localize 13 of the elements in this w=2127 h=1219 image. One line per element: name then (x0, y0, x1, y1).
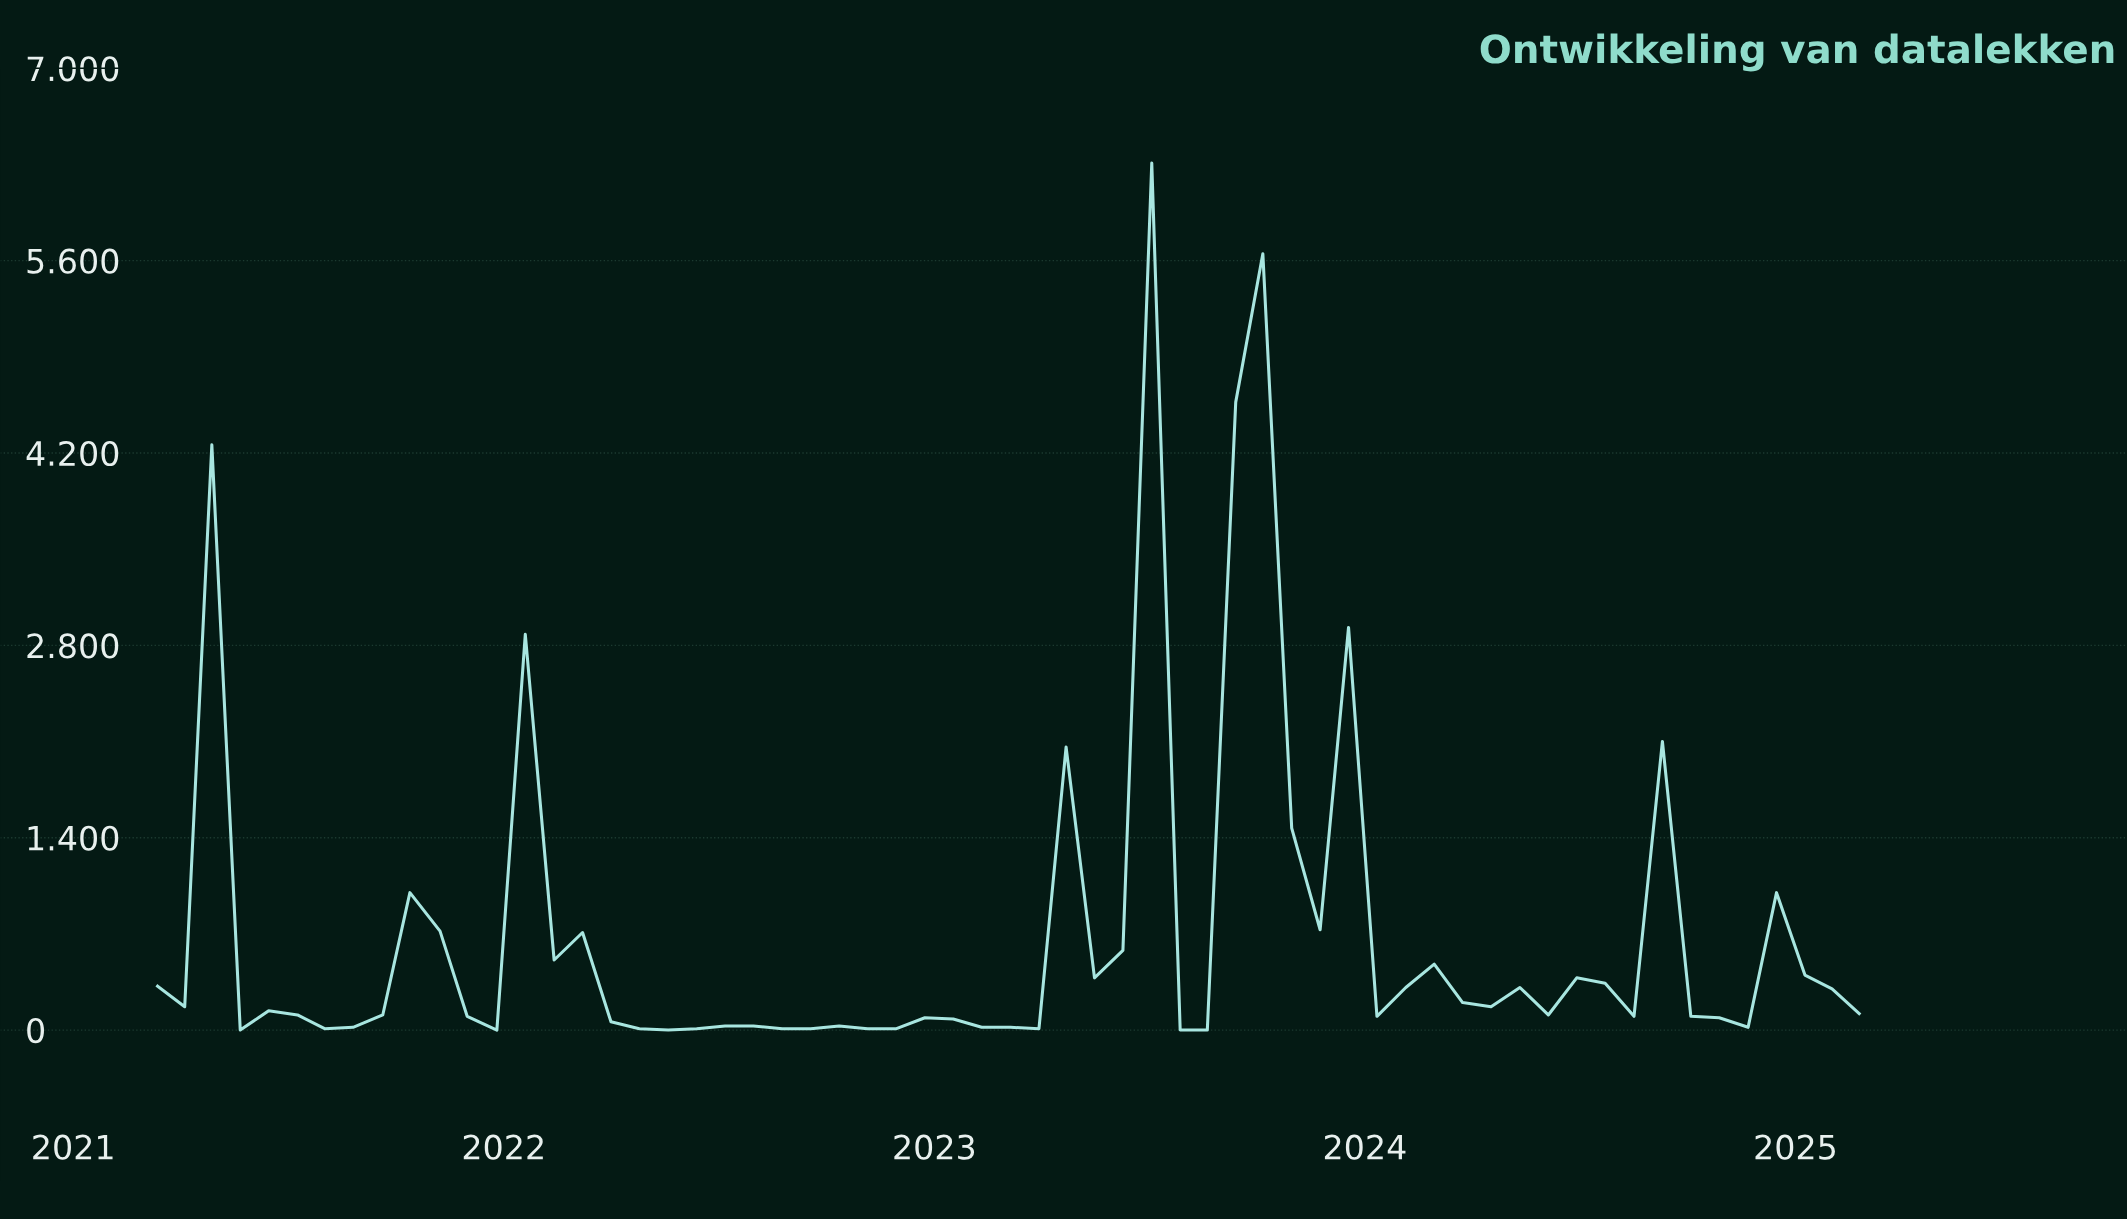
x-tick-label: 2025 (1755, 1134, 1835, 1160)
y-tick-label: 7.000 (27, 56, 119, 82)
x-tick-label: 2024 (1324, 1134, 1406, 1160)
y-tick-label: 0 (27, 1017, 44, 1044)
x-tick-label: 2023 (894, 1134, 975, 1160)
y-tick-label: 4.200 (26, 440, 119, 467)
y-tick-label: 2.800 (27, 633, 119, 659)
x-tick-label: 2021 (33, 1134, 113, 1160)
y-tick-label: 1.400 (28, 825, 119, 851)
chart-title: Ontwikkeling van datalekken (1480, 33, 2114, 72)
line-series (156, 161, 1861, 1032)
x-tick-label: 2022 (463, 1134, 543, 1160)
y-tick-label: 5.600 (27, 248, 119, 274)
